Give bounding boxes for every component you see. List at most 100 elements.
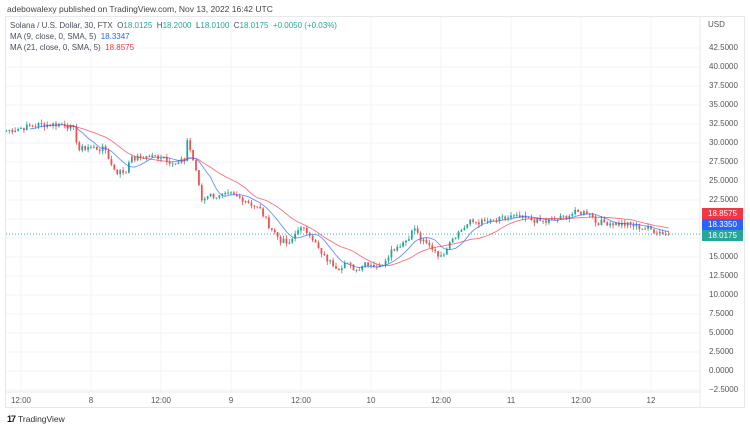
candle-body [486, 221, 489, 223]
candle-body [667, 233, 670, 235]
candle-body [93, 146, 95, 148]
price-tick-label: 5.0000 [709, 328, 734, 337]
candle-body [244, 201, 247, 202]
candle-body [454, 237, 457, 239]
candle-body [186, 140, 189, 161]
candle-body [189, 140, 192, 150]
candle-body [448, 242, 451, 249]
candle-body [513, 215, 515, 217]
candle-body [475, 221, 477, 223]
candle-body [370, 265, 372, 266]
candle-body [5, 130, 8, 132]
candle-body [647, 226, 649, 229]
price-tick-label: −2.5000 [709, 385, 739, 394]
candle-body [527, 217, 530, 219]
candle-body [606, 222, 609, 226]
candle-body [580, 211, 582, 215]
candle-body [434, 249, 437, 252]
candle-body [285, 238, 288, 244]
candle-body [314, 240, 317, 243]
candle-body [361, 266, 364, 271]
candle-body [510, 215, 512, 218]
candle-body [585, 211, 588, 215]
candle-body [256, 206, 259, 208]
candle-body [203, 198, 206, 201]
symbol-title[interactable]: Solana / U.S. Dollar, 30, FTX [10, 21, 113, 30]
price-tick-label: 25.0000 [709, 176, 738, 185]
candle-body [303, 227, 305, 229]
candle-body [122, 170, 124, 173]
price-tick-label: 7.5000 [709, 309, 734, 318]
candle-body [445, 248, 448, 255]
candle-body [17, 128, 19, 131]
candle-body [160, 158, 162, 160]
candle-body [250, 202, 253, 206]
candle-body [11, 129, 14, 133]
candle-body [273, 229, 276, 233]
candle-body [323, 253, 326, 256]
candle-body [288, 242, 291, 244]
candle-body [405, 240, 407, 243]
candle-body [492, 219, 495, 221]
candle-body [635, 224, 638, 227]
candle-body [227, 192, 229, 194]
candle-body [151, 155, 154, 158]
candle-body [60, 123, 63, 125]
candle-body [583, 211, 585, 215]
candle-body [139, 155, 142, 158]
candle-body [539, 217, 542, 221]
ma21-line [64, 125, 669, 267]
candle-body [25, 124, 28, 131]
candle-body [594, 216, 597, 224]
candle-body [335, 266, 337, 269]
time-tick-label: 10 [366, 396, 376, 405]
ma9-line [29, 124, 669, 268]
candle-body [548, 219, 550, 223]
candle-body [230, 192, 232, 194]
ma9-value: 18.3347 [100, 32, 130, 41]
publisher-line: adebowalexy published on TradingView.com… [7, 4, 273, 14]
time-tick-label: 12:00 [290, 396, 312, 405]
candle-body [387, 257, 390, 261]
price-tick-label: 15.0000 [709, 252, 738, 261]
candle-body [206, 196, 209, 199]
candle-body [650, 226, 652, 230]
candle-body [408, 239, 410, 241]
price-tick-label: 40.0000 [709, 62, 738, 71]
currency-label[interactable]: USD [708, 20, 725, 29]
candle-body [282, 238, 285, 243]
tradingview-logo[interactable]: 17 TradingView [7, 414, 65, 424]
time-tick-label: 8 [88, 396, 94, 405]
candle-body [349, 262, 352, 265]
candle-body [154, 155, 157, 156]
candle-body [623, 222, 626, 226]
candle-body [364, 262, 367, 267]
high-value: 18.2000 [162, 21, 192, 30]
candle-body [326, 255, 329, 262]
time-tick-label: 11 [506, 396, 516, 405]
ma9-row[interactable]: MA (9, close, 0, SMA, 5) 18.3347 [10, 31, 337, 42]
candle-body [655, 232, 658, 234]
candle-body [215, 197, 218, 199]
candle-body [174, 163, 177, 165]
ma21-row[interactable]: MA (21, close, 0, SMA, 5) 18.8575 [10, 42, 337, 53]
candle-body [311, 235, 314, 241]
candle-body [373, 265, 375, 267]
candle-body [620, 222, 623, 226]
candle-body [133, 156, 136, 161]
candle-body [653, 229, 655, 233]
candle-body [43, 123, 46, 128]
candle-body [565, 215, 568, 219]
candle-body [658, 231, 661, 234]
candle-body [233, 192, 235, 195]
candle-body [422, 239, 425, 242]
candle-body [209, 193, 212, 197]
open-label: O [117, 21, 124, 30]
tradingview-brand: TradingView [18, 414, 65, 424]
candle-body [332, 260, 334, 267]
candle-body [66, 125, 69, 129]
change-value: +0.0050 (+0.03%) [272, 21, 337, 30]
candle-body [8, 129, 11, 131]
candle-body [399, 246, 402, 248]
